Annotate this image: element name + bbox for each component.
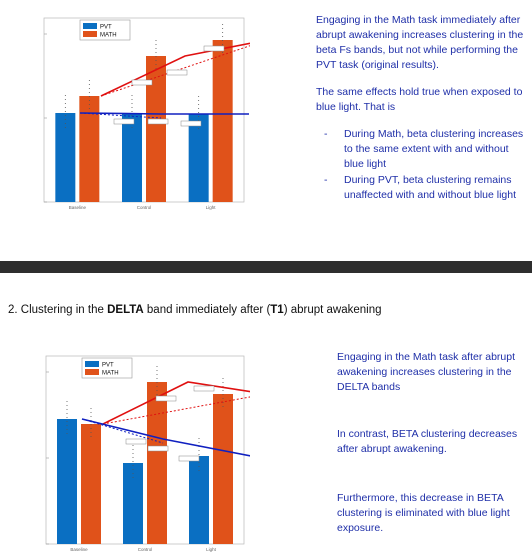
top-legend-label-pvt: PVT xyxy=(100,25,112,31)
bottom-bar-math-light xyxy=(213,394,233,544)
section-title-band: DELTA xyxy=(107,304,144,316)
top-bullet-pvt: During PVT, beta clustering remains unaf… xyxy=(324,173,530,203)
top-pvt-dotted-line xyxy=(79,112,162,119)
top-bar-math-baseline xyxy=(79,96,100,202)
bottom-bar-pvt-control xyxy=(123,463,143,544)
top-pvalue-box-1 xyxy=(166,69,188,76)
bottom-legend-swatch-math xyxy=(85,369,99,375)
bottom-notes: Engaging in the Math task after abrupt a… xyxy=(337,350,530,548)
bottom-pvalue-box-3 xyxy=(147,445,169,452)
top-bar-math-control xyxy=(146,56,166,202)
bottom-note-2: In contrast, BETA clustering decreases a… xyxy=(337,428,518,455)
top-bullet-list: During Math, beta clustering increases t… xyxy=(316,127,530,203)
bottom-xtick-control: Control xyxy=(138,547,153,552)
bottom-pvalue-box-4 xyxy=(178,455,200,462)
beta-clustering-chart: Baseline Control Light PVT MATH xyxy=(43,17,250,210)
bottom-math-trend-line xyxy=(102,381,250,425)
top-bar-pvt-light xyxy=(188,114,209,202)
top-pvalue-box-0 xyxy=(131,79,153,86)
top-legend-label-math: MATH xyxy=(100,33,117,39)
section-title-middle: band immediately after ( xyxy=(143,304,271,316)
bottom-legend-swatch-pvt xyxy=(85,361,99,367)
top-xtick-baseline: Baseline xyxy=(69,205,87,210)
top-legend-swatch-pvt xyxy=(83,23,97,29)
top-math-dotted-line xyxy=(100,45,250,97)
beta-clustering-chart-panel: Baseline Control Light PVT MATH xyxy=(20,12,250,212)
top-notes: Engaging in the Math task immediately af… xyxy=(316,13,530,204)
bottom-bar-math-control xyxy=(147,382,167,544)
top-math-trend-line xyxy=(100,42,250,97)
top-bullet-math: During Math, beta clustering increases t… xyxy=(324,127,530,172)
bottom-pvalue-box-0 xyxy=(125,438,147,445)
top-pvalue-box-3 xyxy=(113,118,135,125)
top-xtick-control: Control xyxy=(137,205,152,210)
top-legend-swatch-math xyxy=(83,31,97,37)
bottom-legend-label-pvt: PVT xyxy=(102,363,114,369)
bottom-note-1: Engaging in the Math task after abrupt a… xyxy=(337,351,516,393)
top-pvalue-box-4 xyxy=(147,118,169,125)
bottom-bar-pvt-light xyxy=(189,456,209,544)
delta-clustering-chart-panel: Baseline Control Light PVT MATH xyxy=(22,352,250,552)
section-divider xyxy=(0,261,532,273)
top-bar-math-light xyxy=(212,40,233,202)
bottom-xtick-baseline: Baseline xyxy=(70,547,88,552)
top-pvt-trend-line xyxy=(79,112,249,115)
bottom-bar-math-baseline xyxy=(81,424,101,544)
section-title: 2. Clustering in the DELTA band immediat… xyxy=(8,304,382,316)
bottom-xtick-light: Light xyxy=(206,547,217,552)
top-bar-pvt-control xyxy=(122,113,142,202)
top-pvalue-box-2 xyxy=(203,45,225,52)
section-title-suffix: ) abrupt awakening xyxy=(283,304,382,316)
bottom-pvt-trend-line xyxy=(81,418,250,457)
bottom-note-3: Furthermore, this decrease in BETA clust… xyxy=(337,492,510,534)
bottom-legend-label-math: MATH xyxy=(102,371,119,377)
top-xtick-light: Light xyxy=(206,205,217,210)
top-bar-pvt-baseline xyxy=(55,113,76,202)
bottom-pvalue-box-1 xyxy=(155,395,177,402)
bottom-pvalue-box-2 xyxy=(193,385,215,392)
top-pvalue-box-5 xyxy=(180,120,202,127)
top-note-2: The same effects hold true when exposed … xyxy=(316,86,523,113)
bottom-bar-pvt-baseline xyxy=(57,419,77,544)
delta-clustering-chart: Baseline Control Light PVT MATH xyxy=(45,355,250,552)
section-title-prefix: 2. Clustering in the xyxy=(8,304,108,316)
section-title-time: T1 xyxy=(270,304,284,316)
top-note-1: Engaging in the Math task immediately af… xyxy=(316,14,524,71)
